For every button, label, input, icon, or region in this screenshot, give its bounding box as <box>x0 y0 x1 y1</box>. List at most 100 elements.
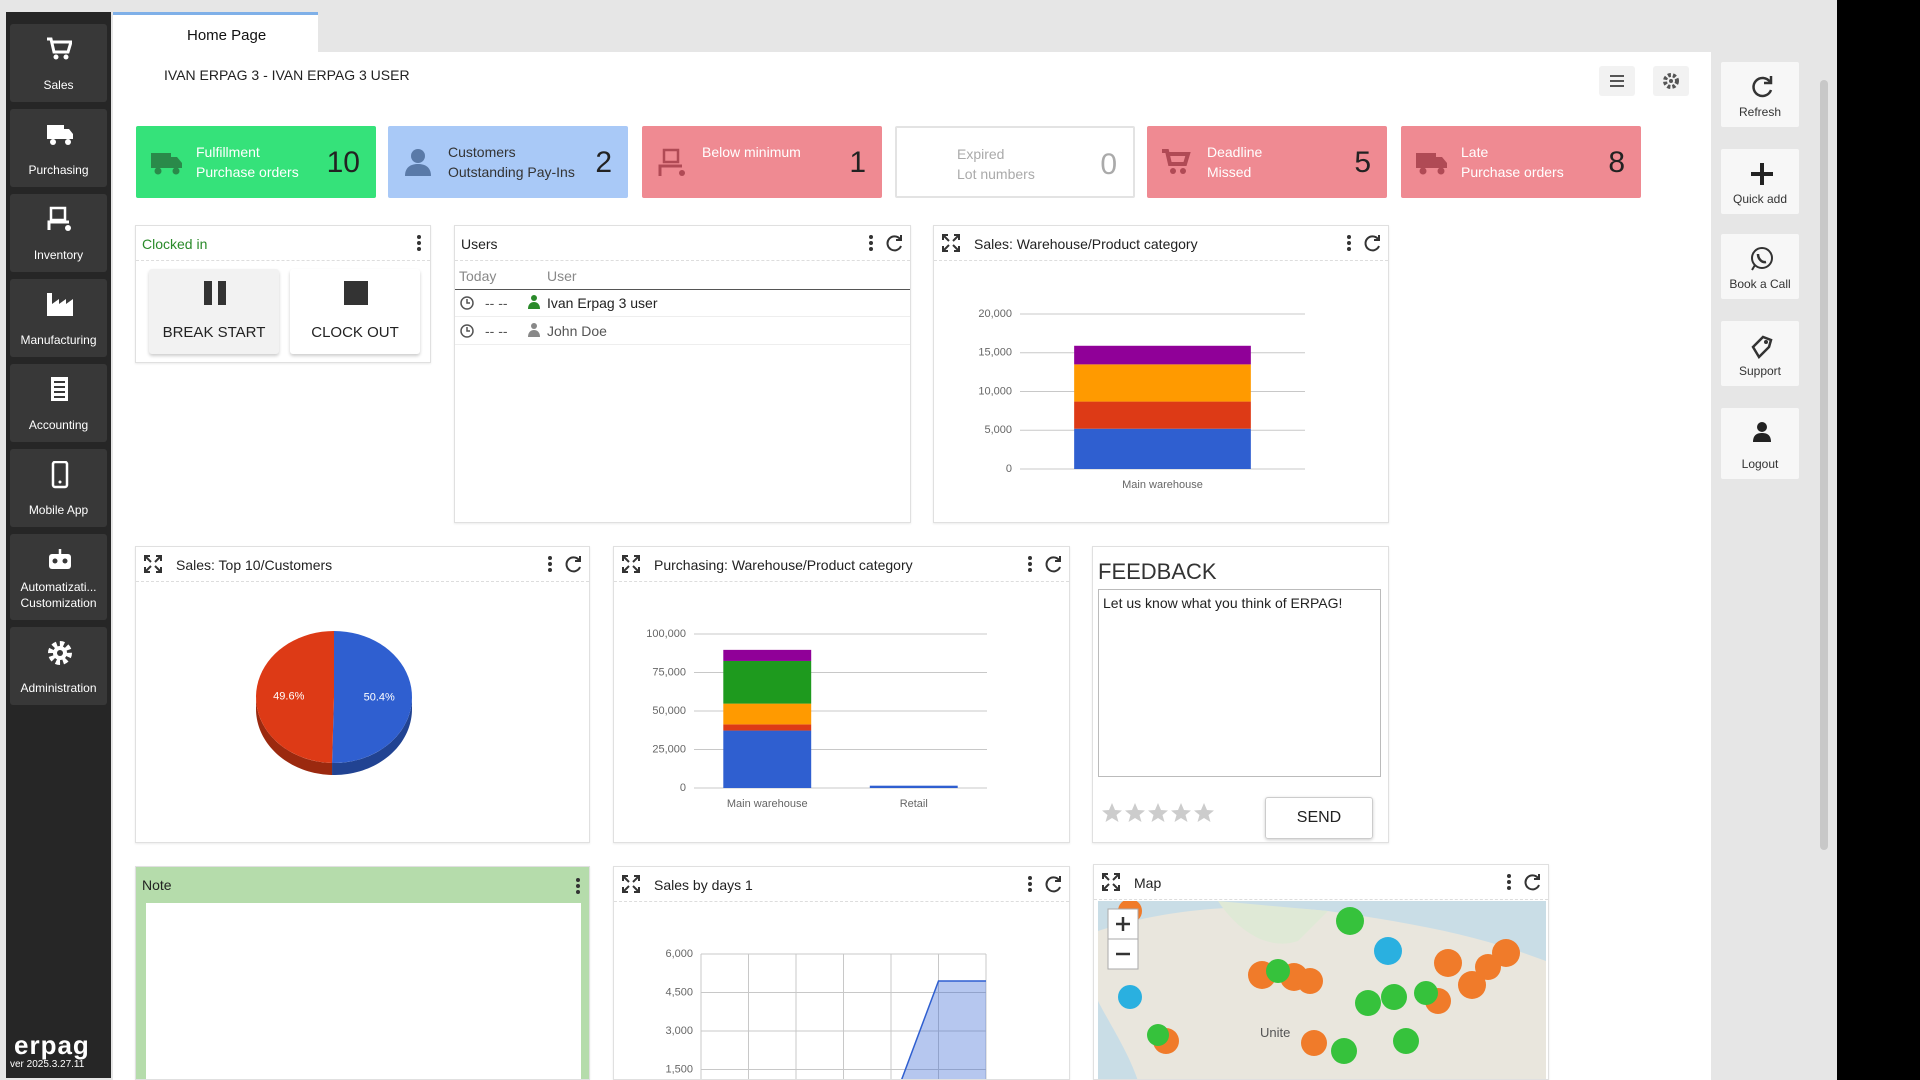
placeholder: Let us know what you think of ERPAG! <box>1103 595 1343 611</box>
settings-button[interactable] <box>1653 66 1689 96</box>
action-quick-add[interactable]: Quick add <box>1720 148 1800 215</box>
widget-header: Purchasing: Warehouse/Product category <box>614 547 1069 582</box>
menu-icon[interactable] <box>575 877 581 895</box>
expand-icon[interactable] <box>622 555 640 573</box>
kpi-tile[interactable]: Below minimum 1 <box>642 126 882 198</box>
sidebar: Sales Purchasing Inventory Manufacturing… <box>6 12 111 1078</box>
refresh-icon[interactable] <box>563 555 583 575</box>
icon <box>1751 335 1773 359</box>
action-book-call[interactable]: Book a Call <box>1720 233 1800 300</box>
widget-feedback: FEEDBACK Let us know what you think of E… <box>1092 546 1389 843</box>
kpi-label: Deadline <box>1207 144 1263 160</box>
nav-label: Mobile App <box>28 503 89 517</box>
menu-icon[interactable] <box>1506 873 1512 891</box>
cell: John Doe <box>547 323 607 339</box>
menu-icon[interactable] <box>416 234 422 252</box>
action-logout[interactable]: Logout <box>1720 407 1800 480</box>
kpi-value: 5 <box>1354 146 1371 179</box>
kpi-label: Late <box>1461 144 1489 160</box>
table-row[interactable]: -- -- Ivan Erpag 3 user <box>455 289 910 317</box>
table-row[interactable]: -- -- John Doe <box>455 317 910 345</box>
expand-icon[interactable] <box>622 875 640 893</box>
refresh-icon[interactable] <box>1043 875 1063 895</box>
kpi-tile[interactable]: Late Purchase orders 8 <box>1401 126 1641 198</box>
icon <box>1751 247 1773 271</box>
y-tick-label: 20,000 <box>978 308 1012 320</box>
widget-clocked-in: Clocked in BREAK START CLOCK OUT <box>135 225 431 363</box>
icon <box>405 149 431 176</box>
widget-sales-top10: 50.4% 49.6% Sales: Top 10/Customers <box>135 546 590 843</box>
icon <box>49 549 71 569</box>
menu-icon[interactable] <box>1027 555 1033 573</box>
feedback-input[interactable]: Let us know what you think of ERPAG! <box>1098 589 1381 777</box>
icon <box>1663 73 1679 89</box>
expand-icon[interactable] <box>1102 873 1120 891</box>
break-start-button[interactable]: BREAK START <box>149 269 279 354</box>
action-label: Support <box>1738 364 1782 378</box>
star-rating[interactable] <box>1101 802 1221 828</box>
bar-segment <box>723 703 812 725</box>
icon <box>1610 75 1624 87</box>
menu-icon[interactable] <box>547 555 553 573</box>
data-label: 49.6% <box>273 690 304 702</box>
y-tick-label: 0 <box>1006 463 1012 475</box>
refresh-icon[interactable] <box>1362 234 1382 254</box>
menu-icon[interactable] <box>868 234 874 252</box>
x-tick-label: Main warehouse <box>727 798 808 810</box>
widget-title: Map <box>1134 875 1162 891</box>
y-tick-label: 25,000 <box>652 743 686 755</box>
nav-automatization[interactable]: Automatizati... Customization <box>10 534 107 620</box>
y-tick-label: 15,000 <box>978 347 1012 359</box>
refresh-icon[interactable] <box>884 234 904 254</box>
nav-sublabel: Customization <box>20 596 97 610</box>
icon <box>658 148 685 176</box>
pie-slice <box>332 631 412 763</box>
clock-out-button[interactable]: CLOCK OUT <box>290 269 420 354</box>
menu-icon[interactable] <box>1027 875 1033 893</box>
expand-icon[interactable] <box>144 555 162 573</box>
action-support[interactable]: Support <box>1720 320 1800 387</box>
send-button[interactable]: SEND <box>1265 797 1373 839</box>
bar-segment <box>723 660 812 704</box>
menu-icon[interactable] <box>1346 234 1352 252</box>
y-tick-label: 6,000 <box>665 948 693 960</box>
icon <box>1752 76 1773 98</box>
scrollbar[interactable] <box>1820 80 1828 850</box>
kpi-label: Purchase orders <box>196 164 299 180</box>
tab[interactable]: Home Page <box>113 12 318 52</box>
action-refresh[interactable]: Refresh <box>1720 61 1800 128</box>
nav-manufacturing[interactable]: Manufacturing <box>10 279 107 357</box>
nav-administration[interactable]: Administration <box>10 627 107 705</box>
icon <box>48 641 72 665</box>
x-tick-label: Retail <box>900 798 928 810</box>
nav-inventory[interactable]: Inventory <box>10 194 107 272</box>
widget-header: Sales: Warehouse/Product category <box>934 226 1388 261</box>
refresh-icon[interactable] <box>1522 873 1542 893</box>
widget-header: Map <box>1094 865 1548 900</box>
kpi-label: Outstanding Pay-Ins <box>448 164 575 180</box>
map-view[interactable] <box>1098 901 1546 1080</box>
widget-header: Sales: Top 10/Customers <box>136 547 589 582</box>
y-tick-label: 100,000 <box>646 628 686 640</box>
chart: 50.4% 49.6% <box>256 631 412 775</box>
nav-sales[interactable]: Sales <box>10 24 107 102</box>
widget-map: Map Unite <box>1093 864 1549 1080</box>
action-label: Quick add <box>1732 192 1788 206</box>
refresh-icon[interactable] <box>1043 555 1063 575</box>
nav-purchasing[interactable]: Purchasing <box>10 109 107 187</box>
kpi-tile[interactable]: Customers Outstanding Pay-Ins 2 <box>388 126 628 198</box>
x-tick-label: Main warehouse <box>1122 479 1203 491</box>
kpi-value: 8 <box>1608 146 1625 179</box>
bar-segment <box>1074 428 1251 469</box>
chart: 1,500 3,000 4,500 6,000 <box>665 948 987 1079</box>
nav-mobile[interactable]: Mobile App <box>10 449 107 527</box>
kpi-tile[interactable]: Fulfillment Purchase orders 10 <box>136 126 376 198</box>
area <box>901 980 986 1079</box>
expand-icon[interactable] <box>942 234 960 252</box>
table-header: Today User <box>455 262 910 290</box>
note-body[interactable] <box>146 903 581 1079</box>
nav-accounting[interactable]: Accounting <box>10 364 107 442</box>
kpi-tile[interactable]: Expired Lot numbers 0 <box>895 126 1135 198</box>
list-button[interactable] <box>1599 66 1635 96</box>
kpi-tile[interactable]: Deadline Missed 5 <box>1147 126 1387 198</box>
